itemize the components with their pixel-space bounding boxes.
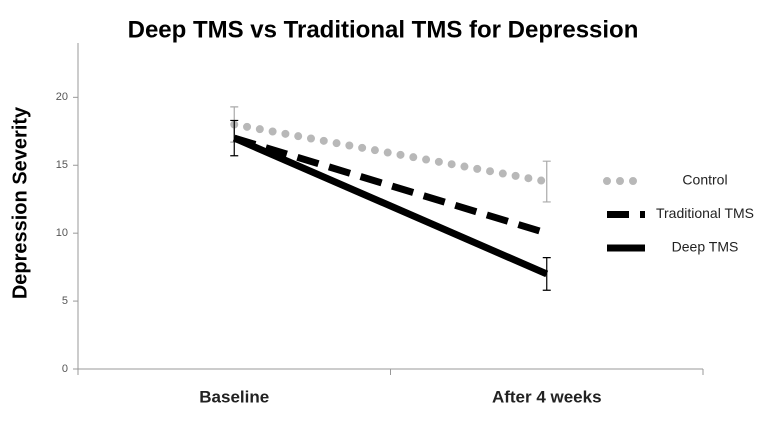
y-tick-label: 0: [62, 363, 68, 375]
y-axis-label: Depression Severity: [9, 106, 31, 299]
y-tick-label: 20: [56, 91, 68, 103]
x-tick-label: After 4 weeks: [492, 387, 602, 406]
y-tick-label: 15: [56, 159, 68, 171]
error-bar: [542, 257, 551, 291]
legend-label: Deep TMS: [672, 239, 739, 255]
series-line: [232, 134, 549, 278]
chart-title: Deep TMS vs Traditional TMS for Depressi…: [128, 16, 639, 43]
series-line: [233, 134, 548, 237]
legend-label: Traditional TMS: [656, 205, 754, 221]
y-tick-label: 10: [56, 227, 68, 239]
series-line: [230, 120, 551, 186]
error-bar: [542, 160, 551, 203]
x-tick-label: Baseline: [199, 387, 269, 406]
legend-label: Control: [682, 172, 727, 188]
y-tick-label: 5: [62, 295, 68, 307]
